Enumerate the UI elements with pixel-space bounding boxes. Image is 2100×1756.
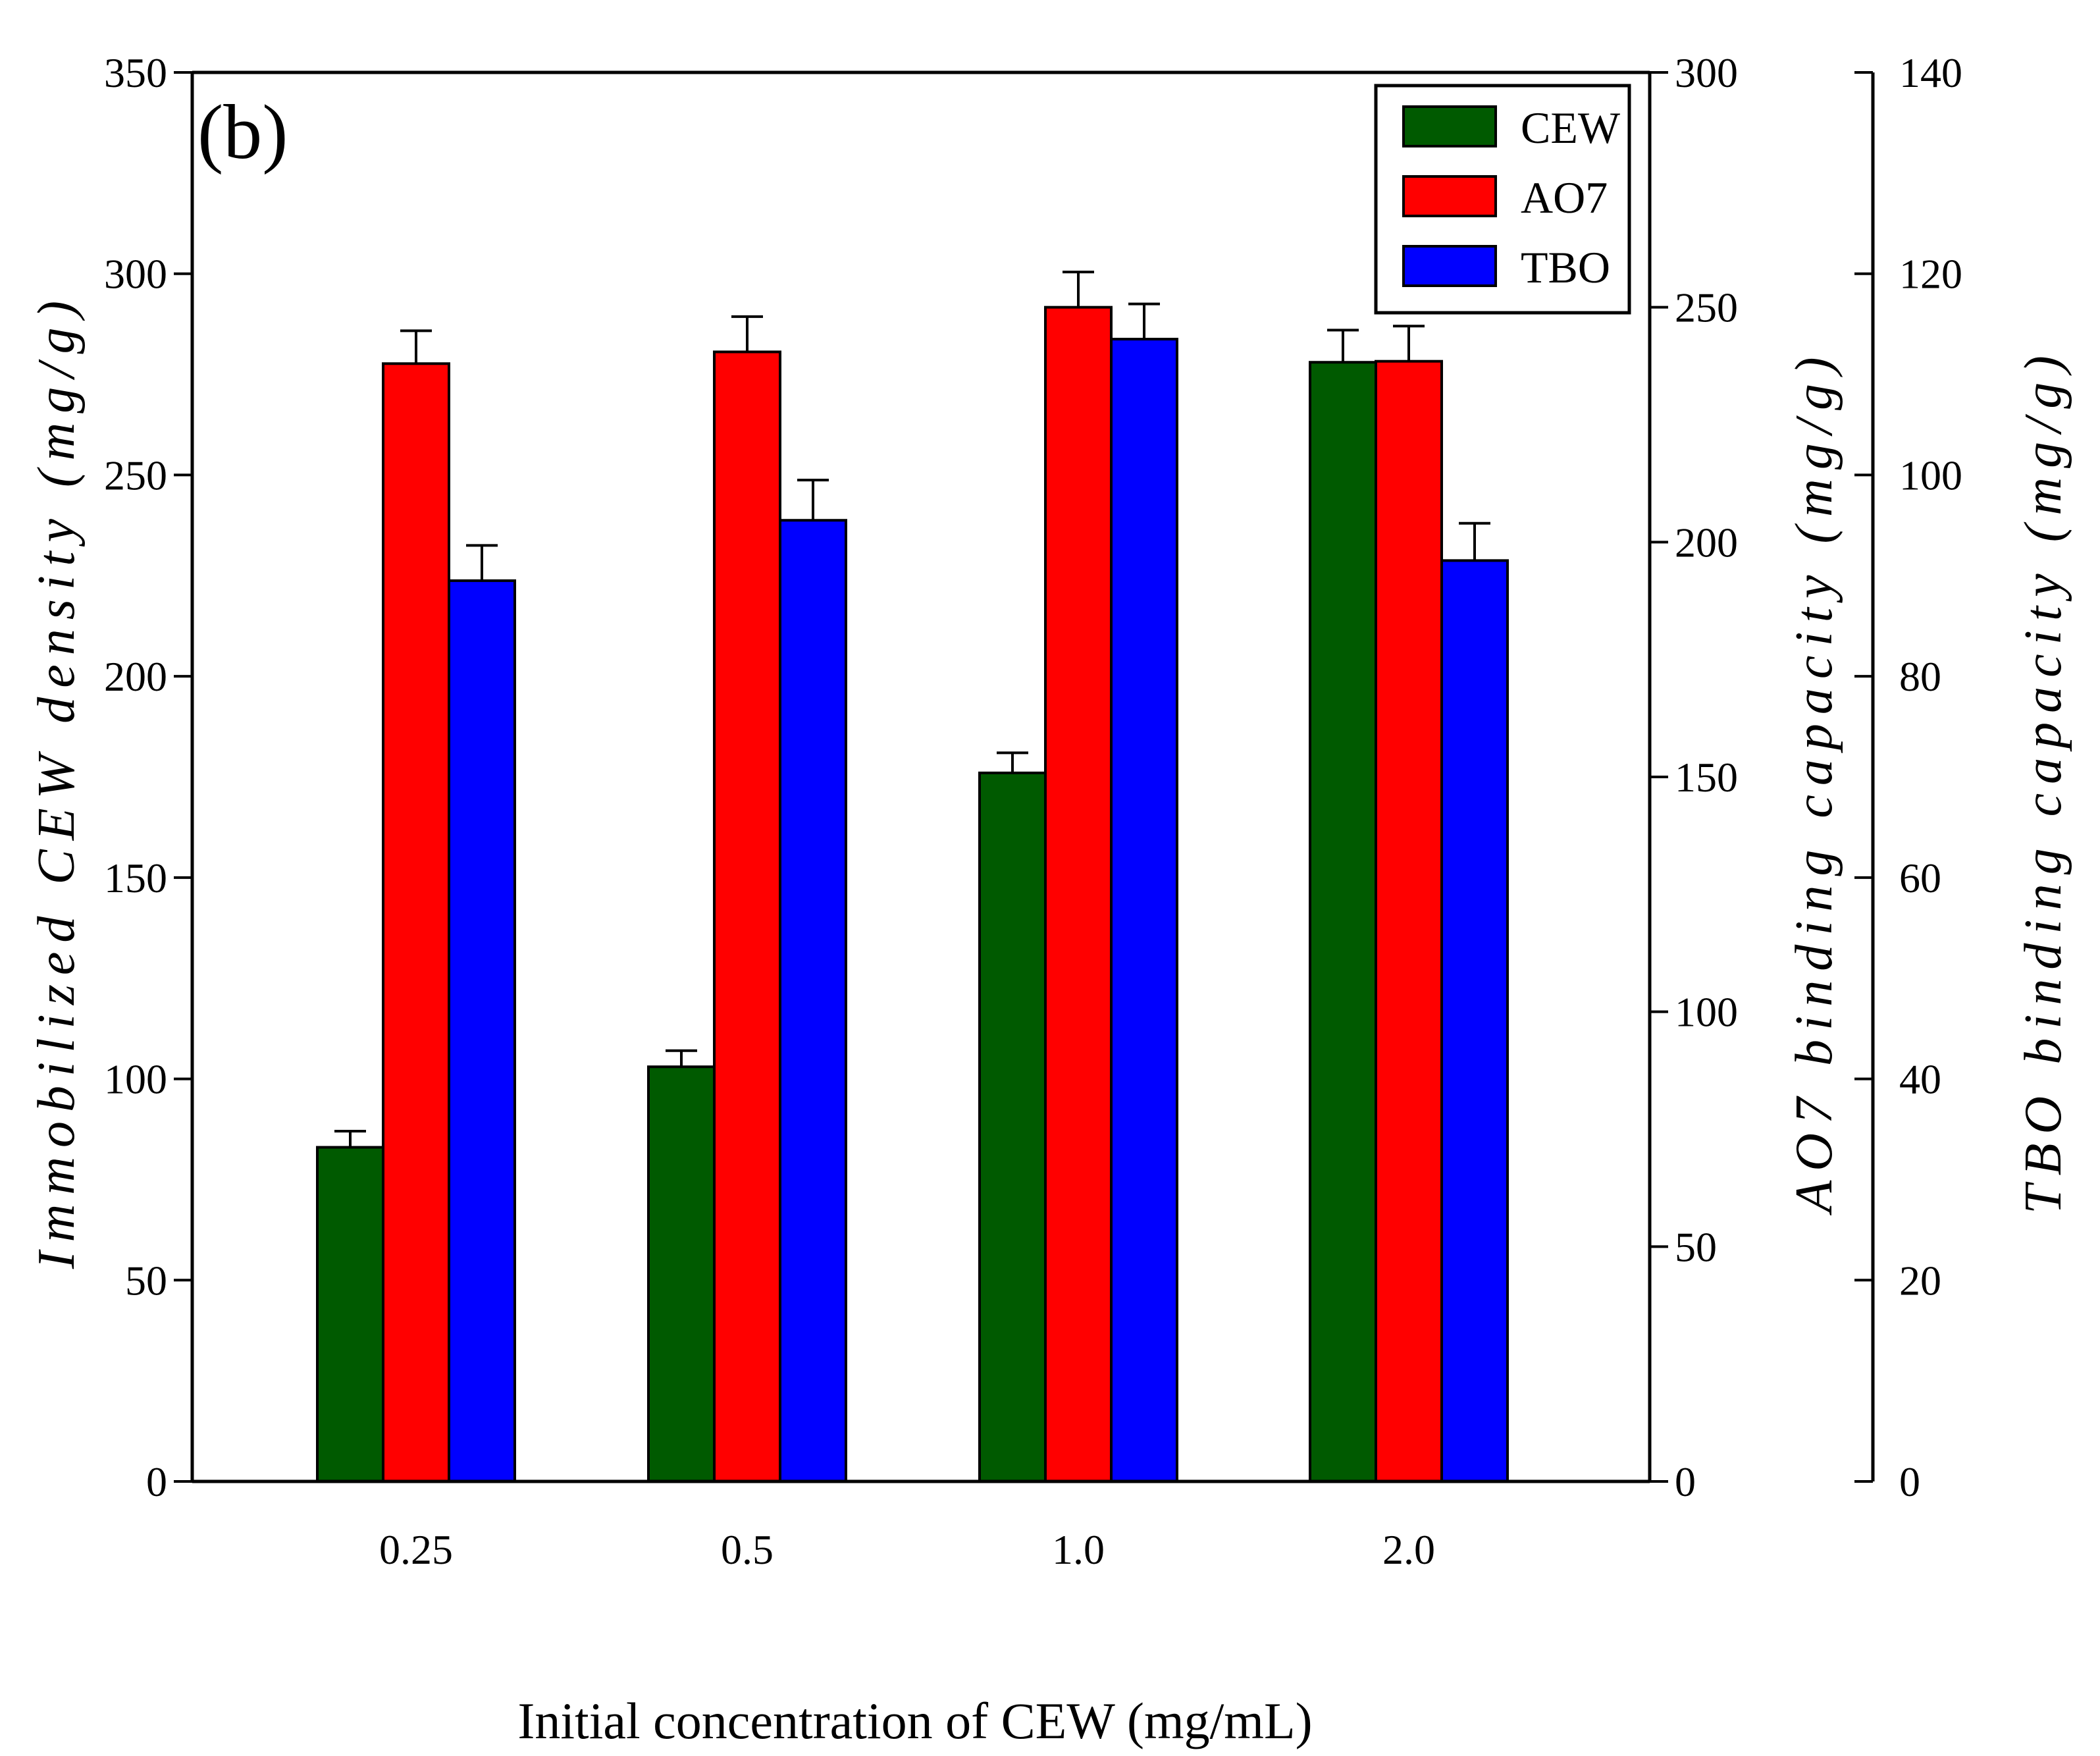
y-axis-right1-label: AO7 binding capacity (mg/g) (1785, 348, 1843, 1215)
tick-label-right2-5: 100 (1899, 452, 1962, 498)
tick-label-right1-2: 100 (1675, 989, 1738, 1036)
bar-tbo-1 (779, 519, 847, 1483)
y-axis-left-label: Immobilized CEW density (mg/g) (28, 292, 86, 1269)
tick-label-left-5: 250 (104, 452, 167, 498)
tick-label-right2-7: 140 (1899, 49, 1962, 96)
tick-label-right1-0: 0 (1675, 1458, 1696, 1505)
tick-label-right2-2: 40 (1899, 1056, 1941, 1103)
x-axis-label: Initial concentration of CEW (mg/mL) (517, 1692, 1312, 1749)
tick-label-right2-1: 20 (1899, 1257, 1941, 1304)
legend-swatch-cew (1402, 105, 1497, 147)
tick-label-right1-3: 150 (1675, 754, 1738, 801)
tick-label-right1-5: 250 (1675, 284, 1738, 331)
tick-label-left-1: 50 (125, 1257, 167, 1304)
bar-tbo-3 (1440, 559, 1509, 1483)
tick-label-left-3: 150 (104, 855, 167, 901)
tick-label-right2-4: 80 (1899, 653, 1941, 700)
tick-layer: 0501001502002503003500501001502002503000… (104, 49, 1962, 1573)
bar-cew-0 (316, 1146, 384, 1483)
panel-label: (b) (197, 89, 288, 175)
legend-label-tbo: TBO (1521, 242, 1610, 292)
x-tick-label-2: 1.0 (1052, 1526, 1105, 1573)
tick-label-left-4: 200 (104, 653, 167, 700)
bar-cew-2 (978, 771, 1047, 1483)
bar-cew-1 (647, 1065, 716, 1483)
tick-label-right1-1: 50 (1675, 1223, 1717, 1270)
tick-label-right1-6: 300 (1675, 49, 1738, 96)
tick-label-right2-3: 60 (1899, 855, 1941, 901)
x-tick-label-1: 0.5 (721, 1526, 774, 1573)
legend-label-ao7: AO7 (1521, 173, 1608, 223)
bar-cew-3 (1309, 361, 1377, 1483)
tick-label-left-2: 100 (104, 1056, 167, 1103)
x-tick-label-0: 0.25 (379, 1526, 453, 1573)
legend-label-cew: CEW (1521, 103, 1621, 153)
bars-layer (316, 271, 1509, 1483)
bar-ao7-3 (1375, 359, 1443, 1483)
tick-label-left-7: 350 (104, 49, 167, 96)
bar-ao7-1 (713, 350, 781, 1483)
tick-label-right1-4: 200 (1675, 519, 1738, 566)
tick-label-left-6: 300 (104, 251, 167, 298)
bar-tbo-0 (448, 579, 516, 1483)
legend-swatch-ao7 (1402, 175, 1497, 217)
legend-swatch-tbo (1402, 245, 1497, 287)
bar-ao7-2 (1044, 306, 1113, 1483)
tick-label-right2-6: 120 (1899, 251, 1962, 298)
x-tick-label-3: 2.0 (1382, 1526, 1435, 1573)
tick-label-left-0: 0 (146, 1458, 167, 1505)
legend: CEW AO7 TBO (1374, 84, 1631, 315)
bar-ao7-0 (382, 362, 450, 1483)
tick-label-right2-0: 0 (1899, 1458, 1920, 1505)
y-axis-right2-label: TBO binding capacity (mg/g) (2014, 346, 2072, 1214)
bar-tbo-2 (1110, 338, 1178, 1483)
